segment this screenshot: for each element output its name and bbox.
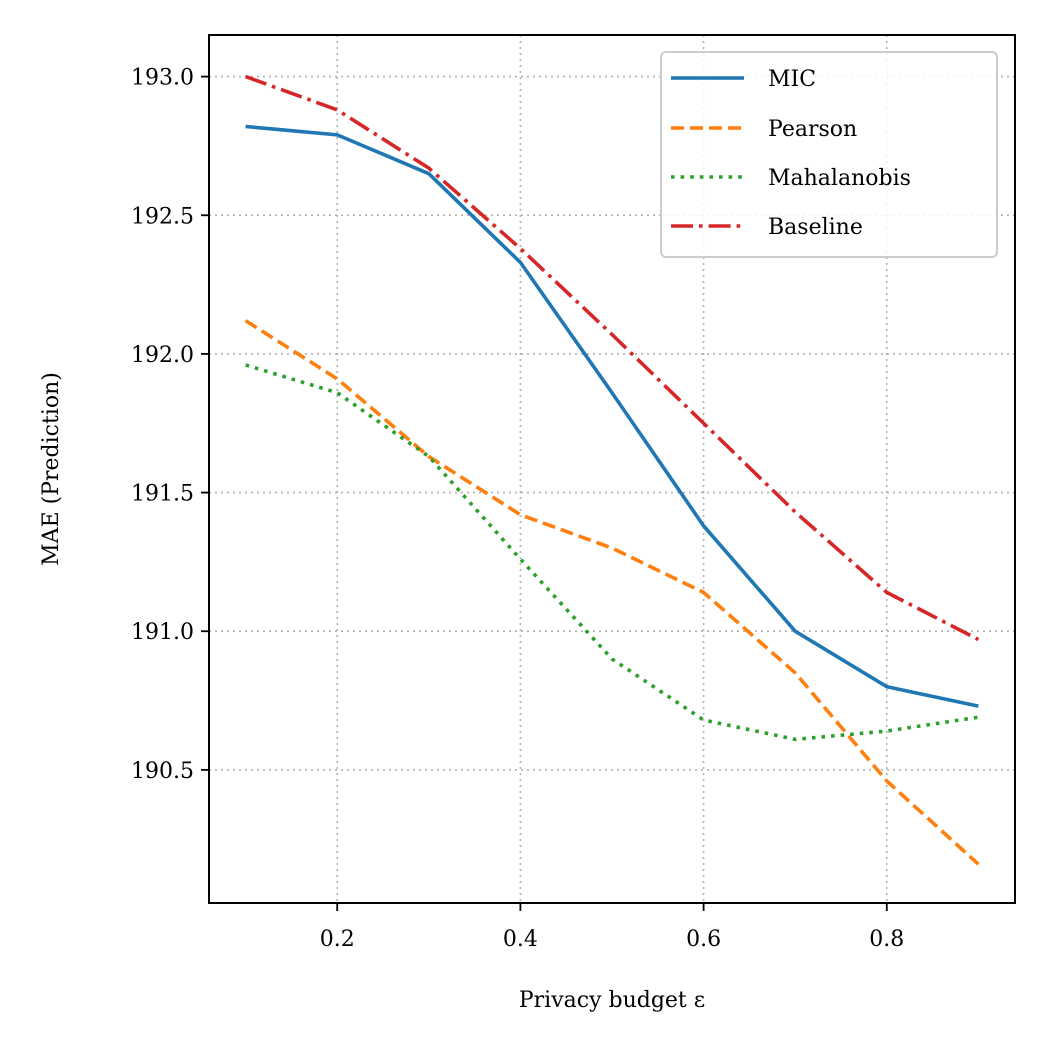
series-line-pearson	[244, 319, 980, 866]
legend-label-baseline: Baseline	[768, 215, 863, 240]
series-lines	[244, 74, 980, 866]
legend-label-mic: MIC	[768, 67, 816, 92]
x-tick-label: 0.4	[503, 927, 538, 952]
x-tick-label: 0.8	[869, 927, 904, 952]
legend: MIC Pearson Mahalanobis Baseline	[660, 51, 998, 258]
plot-frame	[208, 34, 1016, 904]
legend-label-pearson: Pearson	[768, 117, 857, 142]
y-tick-label: 192.5	[131, 204, 194, 229]
x-axis-label: Privacy budget ε	[519, 988, 705, 1013]
y-tick-label: 193.0	[131, 66, 194, 91]
x-tick-label: 0.6	[686, 927, 721, 952]
y-axis-label: MAE (Prediction)	[39, 372, 64, 566]
y-tick-label: 191.0	[131, 620, 194, 645]
y-tick-label: 190.5	[131, 759, 194, 784]
series-line-baseline	[245, 74, 980, 642]
legend-box	[660, 51, 998, 258]
x-tick-label: 0.2	[320, 927, 355, 952]
series-line-mahalanobis	[245, 363, 979, 742]
axis-ticks: 0.2 0.4 0.6 0.8 190.5 191.0 191.5 192.0 192.5 193…	[131, 66, 904, 952]
y-tick-label: 192.0	[131, 343, 194, 368]
series-line-mic	[245, 124, 979, 708]
legend-label-mahalanobis: Mahalanobis	[768, 166, 911, 191]
y-tick-label: 191.5	[131, 482, 194, 507]
